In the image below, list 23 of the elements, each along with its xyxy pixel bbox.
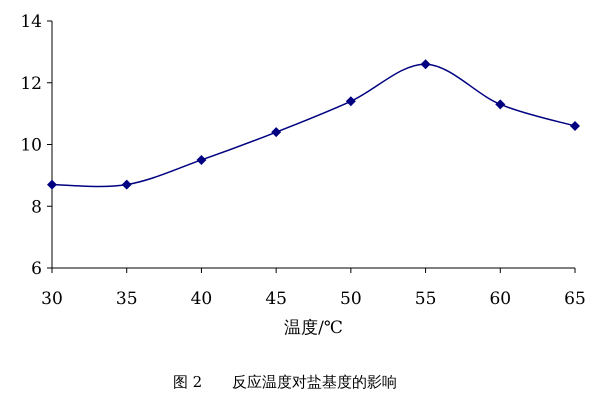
point [196, 154, 206, 165]
y-tick-label: 12 [20, 74, 42, 94]
x-tick-label: 65 [564, 289, 586, 309]
x-tick-label: 55 [414, 289, 436, 309]
y-tick-label: 10 [20, 136, 42, 156]
x-tick-label: 40 [190, 289, 212, 309]
y-tick-label: 6 [31, 259, 42, 279]
point [570, 120, 580, 131]
x-tick-label: 60 [489, 289, 512, 309]
x-tick-label: 30 [41, 289, 63, 309]
x-tick-label: 35 [116, 289, 138, 309]
xlabel: 温度/℃ [284, 318, 343, 338]
x-tick-label: 45 [265, 289, 287, 309]
point [47, 180, 57, 190]
point [420, 59, 431, 70]
title: 图 2 反应温度对盐基度的影响 [172, 373, 398, 391]
point [346, 96, 356, 106]
point [122, 180, 132, 190]
y-tick-label: 14 [20, 12, 42, 32]
y-tick-label: 8 [31, 197, 42, 218]
point [495, 99, 506, 110]
point [271, 127, 282, 138]
x-tick-label: 50 [340, 289, 362, 309]
